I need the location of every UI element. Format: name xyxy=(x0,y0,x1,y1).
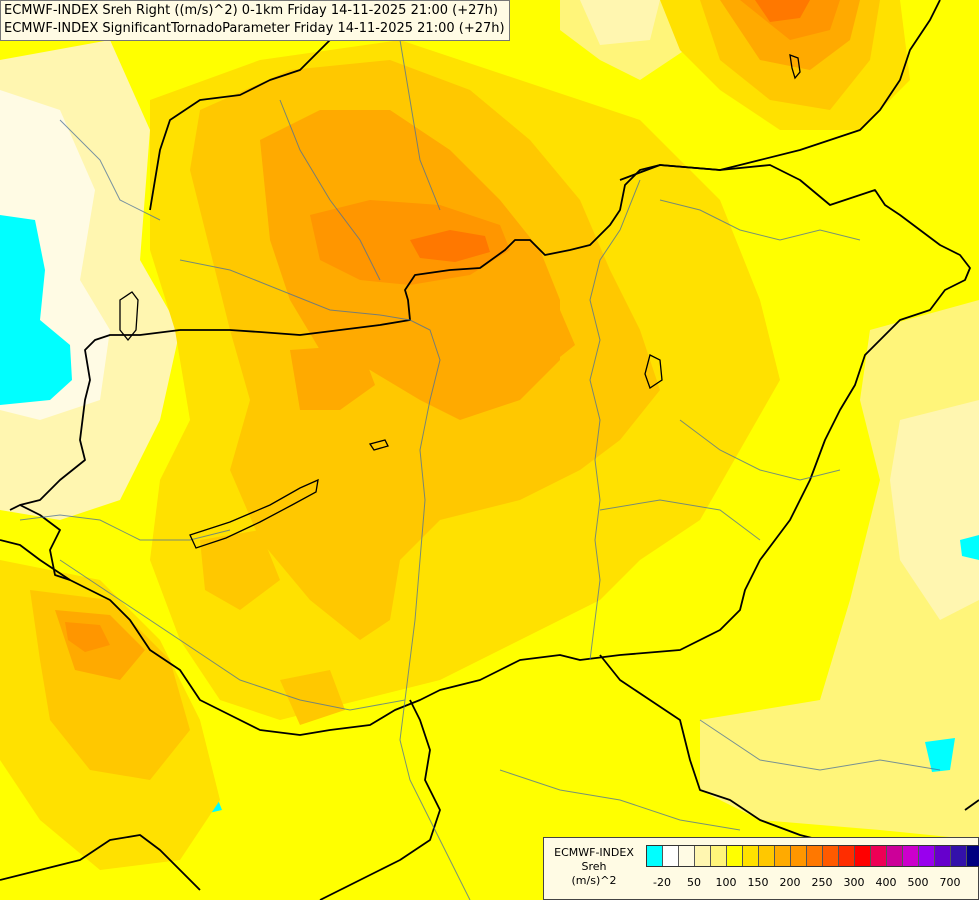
legend-unit: (m/s)^2 xyxy=(571,874,617,887)
legend-swatch xyxy=(887,846,903,866)
legend-swatch xyxy=(903,846,919,866)
legend-swatch xyxy=(967,846,979,866)
legend-tick-label: 700 xyxy=(939,876,961,889)
legend-swatch xyxy=(695,846,711,866)
legend-swatch xyxy=(663,846,679,866)
border-hungary xyxy=(9,164,971,736)
rivers xyxy=(19,39,941,900)
border-east-edge xyxy=(964,799,979,811)
river-west-2 xyxy=(59,119,161,221)
legend-tick-label: 50 xyxy=(687,876,701,889)
river-west-1 xyxy=(19,514,231,541)
legend-tick-label: 250 xyxy=(811,876,833,889)
border-southwest xyxy=(0,539,71,581)
field-white-east xyxy=(890,400,979,620)
legend-swatch xyxy=(855,846,871,866)
legend-swatch xyxy=(775,846,791,866)
river-drava xyxy=(59,559,406,711)
legend-label: ECMWF-INDEX Sreh (m/s)^2 xyxy=(548,846,640,888)
river-south-1 xyxy=(499,769,741,831)
river-tisza xyxy=(589,179,641,661)
legend-swatch xyxy=(647,846,663,866)
legend-tick-label: 500 xyxy=(907,876,929,889)
field-200-central-blob xyxy=(520,310,575,365)
river-northeast-1 xyxy=(659,199,861,241)
legend-tick-label: 300 xyxy=(843,876,865,889)
field-200-west-blob xyxy=(290,345,375,410)
field-cyan-east xyxy=(925,738,955,772)
field-cyan-edge xyxy=(960,535,979,560)
legend-variable: Sreh xyxy=(581,860,607,873)
legend-tick-label: 100 xyxy=(715,876,737,889)
legend-swatch xyxy=(871,846,887,866)
legend-tick-label: 150 xyxy=(747,876,769,889)
field-pale-southeast xyxy=(700,700,979,840)
field-150-west-blob xyxy=(200,530,280,610)
border-far-southwest xyxy=(0,834,201,891)
legend-swatch xyxy=(727,846,743,866)
lake-tisza xyxy=(644,354,663,390)
legend-title: ECMWF-INDEX xyxy=(554,846,634,859)
color-legend: ECMWF-INDEX Sreh (m/s)^2 -20 50 100 150 200 2… xyxy=(543,837,979,900)
legend-tick-label: 400 xyxy=(875,876,897,889)
legend-tick-label: 200 xyxy=(779,876,801,889)
header-line-sreh: ECMWF-INDEX Sreh Right ((m/s)^2) 0-1km F… xyxy=(4,3,498,18)
legend-colorbar xyxy=(646,845,979,867)
border-southeast xyxy=(599,654,841,846)
legend-swatch xyxy=(823,846,839,866)
map-header: ECMWF-INDEX Sreh Right ((m/s)^2) 0-1km F… xyxy=(0,0,510,41)
legend-swatch xyxy=(807,846,823,866)
legend-tick-label: -20 xyxy=(653,876,671,889)
legend-swatch xyxy=(679,846,695,866)
river-east-1 xyxy=(679,419,841,481)
legend-swatch xyxy=(743,846,759,866)
field-white-northeast xyxy=(580,0,660,45)
border-south xyxy=(319,699,441,900)
legend-swatch xyxy=(935,846,951,866)
river-southeast-2 xyxy=(699,719,941,771)
header-line-stp: ECMWF-INDEX SignificantTornadoParameter … xyxy=(4,21,505,36)
lakes xyxy=(119,54,801,549)
river-southeast-1 xyxy=(599,499,761,541)
river-north-1 xyxy=(279,99,381,281)
legend-swatch xyxy=(711,846,727,866)
legend-swatch xyxy=(839,846,855,866)
river-north-2 xyxy=(399,39,441,211)
lake-ne-small xyxy=(789,54,801,80)
legend-swatch xyxy=(759,846,775,866)
legend-swatch xyxy=(919,846,935,866)
river-danube xyxy=(179,259,471,900)
legend-swatch xyxy=(791,846,807,866)
lake-velence xyxy=(368,439,389,451)
field-cyan-west xyxy=(0,215,72,405)
lake-balaton xyxy=(189,478,319,549)
field-250-core xyxy=(310,200,510,285)
field-300-core xyxy=(410,230,490,262)
field-150-south-blob xyxy=(280,670,345,725)
legend-swatch xyxy=(951,846,967,866)
border-west xyxy=(19,329,181,506)
lake-neusiedl xyxy=(119,291,139,342)
field-300-northeast xyxy=(755,0,810,22)
field-250-southwest xyxy=(65,622,110,652)
